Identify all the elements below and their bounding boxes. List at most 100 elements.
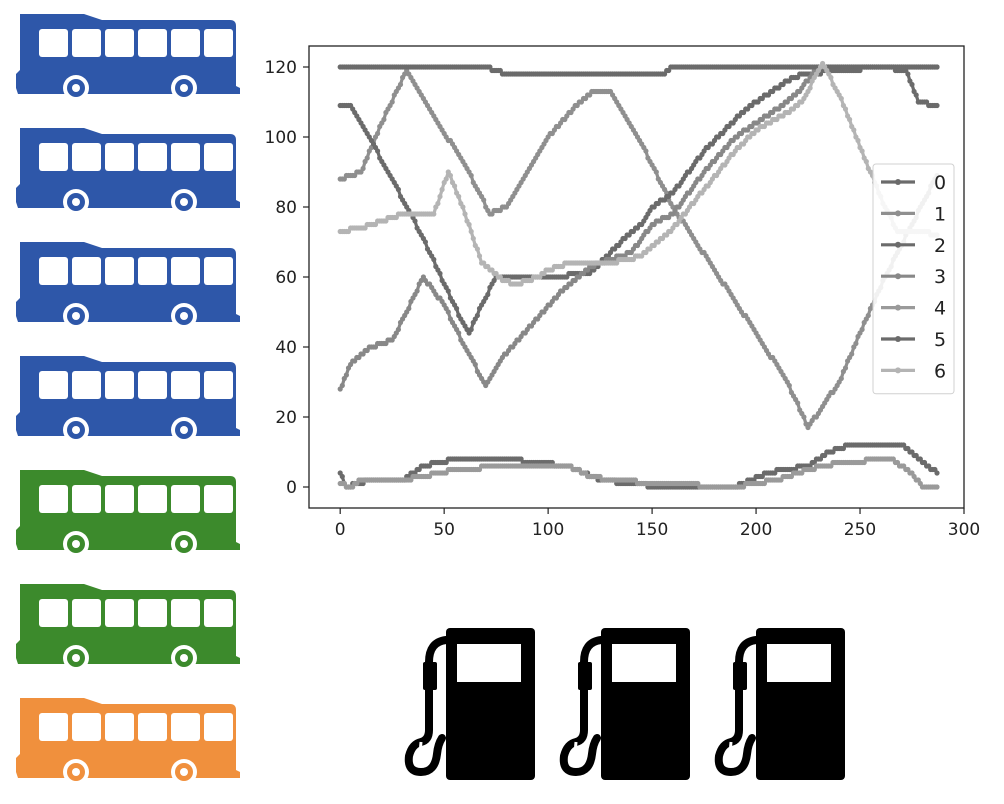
data-point xyxy=(468,326,474,333)
data-point xyxy=(842,365,849,371)
x-tick-label: 100 xyxy=(532,520,564,540)
legend-item: 4 xyxy=(881,298,946,320)
bus-icon xyxy=(16,14,240,101)
y-tick: 100 xyxy=(265,128,309,148)
data-point xyxy=(653,169,659,175)
data-point xyxy=(842,106,849,112)
data-point xyxy=(447,172,453,179)
data-point xyxy=(847,116,853,123)
data-point xyxy=(414,288,420,294)
data-point xyxy=(643,148,649,154)
bus-icon xyxy=(16,242,240,329)
y-tick-label: 120 xyxy=(265,58,297,78)
data-point xyxy=(801,414,807,420)
data-point xyxy=(412,218,418,224)
bus-column xyxy=(0,0,250,804)
legend-label: 2 xyxy=(934,235,946,257)
x-tick-label: 150 xyxy=(636,520,668,540)
y-tick: 60 xyxy=(275,268,309,288)
x-tick: 50 xyxy=(433,508,455,540)
x-tick: 250 xyxy=(844,508,876,540)
data-point xyxy=(435,200,441,207)
data-point xyxy=(431,256,437,263)
data-point xyxy=(437,193,443,200)
legend-label: 0 xyxy=(934,172,946,194)
y-tick: 0 xyxy=(286,478,309,498)
legend-item: 3 xyxy=(881,266,946,288)
data-point xyxy=(443,176,449,182)
data-point xyxy=(364,155,370,161)
data-point xyxy=(456,193,462,200)
x-tick: 150 xyxy=(636,508,668,540)
legend-label: 6 xyxy=(934,360,946,382)
bus-icon xyxy=(16,584,240,671)
y-tick-label: 0 xyxy=(286,478,297,498)
bus-icon xyxy=(16,698,240,785)
data-point xyxy=(909,81,915,88)
x-tick-label: 50 xyxy=(433,520,455,540)
data-point xyxy=(905,71,911,77)
data-point xyxy=(934,102,940,109)
data-point xyxy=(913,92,919,98)
data-point xyxy=(445,309,451,315)
data-point xyxy=(934,64,940,70)
series-5 xyxy=(337,64,940,77)
data-point xyxy=(339,382,345,389)
y-tick: 40 xyxy=(275,338,309,358)
data-point xyxy=(439,186,445,193)
data-point xyxy=(395,326,401,333)
x-tick: 0 xyxy=(335,508,346,540)
data-point xyxy=(375,130,381,137)
data-point xyxy=(853,340,859,347)
data-point xyxy=(474,312,480,319)
x-tick: 300 xyxy=(948,508,980,540)
data-point xyxy=(360,165,366,172)
legend-item: 2 xyxy=(881,235,946,257)
data-point xyxy=(807,85,813,91)
x-tick: 200 xyxy=(740,508,772,540)
data-point xyxy=(849,351,855,357)
fuel-pump-icon xyxy=(404,628,535,780)
x-tick-label: 0 xyxy=(335,520,346,540)
legend: 0 1 2 3 4 5 6 xyxy=(872,163,955,395)
line-chart: 0 50 100 150 200 250 300 0 20 40 60 80 100 120 0 1 2 3 4 5 6 xyxy=(250,30,990,550)
series-4 xyxy=(337,456,940,490)
y-tick-label: 40 xyxy=(275,338,297,358)
data-point xyxy=(454,305,460,312)
legend-label: 3 xyxy=(934,266,946,288)
data-point xyxy=(485,291,491,298)
data-point xyxy=(431,211,437,217)
data-point xyxy=(934,470,940,476)
data-point xyxy=(934,484,940,490)
data-point xyxy=(381,116,387,123)
legend-label: 1 xyxy=(934,203,946,225)
data-point xyxy=(460,204,466,210)
fuel-pump-icon xyxy=(714,628,845,780)
data-point xyxy=(406,305,412,312)
data-point xyxy=(397,81,404,88)
legend-item: 1 xyxy=(881,203,946,225)
y-tick: 20 xyxy=(275,408,309,428)
data-point xyxy=(339,473,345,480)
data-point xyxy=(452,183,458,189)
data-point xyxy=(855,137,861,144)
data-point xyxy=(859,148,865,154)
data-point xyxy=(476,253,483,259)
data-point xyxy=(395,186,401,193)
legend-label: 5 xyxy=(934,329,946,351)
y-tick-label: 60 xyxy=(275,268,297,288)
data-point xyxy=(786,382,792,389)
series-3 xyxy=(337,64,940,392)
data-point xyxy=(851,127,857,133)
bus-icon xyxy=(16,128,240,215)
x-tick-label: 200 xyxy=(740,520,772,540)
data-point xyxy=(468,172,474,179)
x-tick-label: 250 xyxy=(844,520,876,540)
data-point xyxy=(343,372,349,378)
bus-icon xyxy=(16,470,240,557)
data-point xyxy=(422,239,428,245)
data-point xyxy=(470,235,476,242)
plot-area xyxy=(337,60,940,490)
x-tick-label: 300 xyxy=(948,520,980,540)
data-point xyxy=(481,197,487,203)
